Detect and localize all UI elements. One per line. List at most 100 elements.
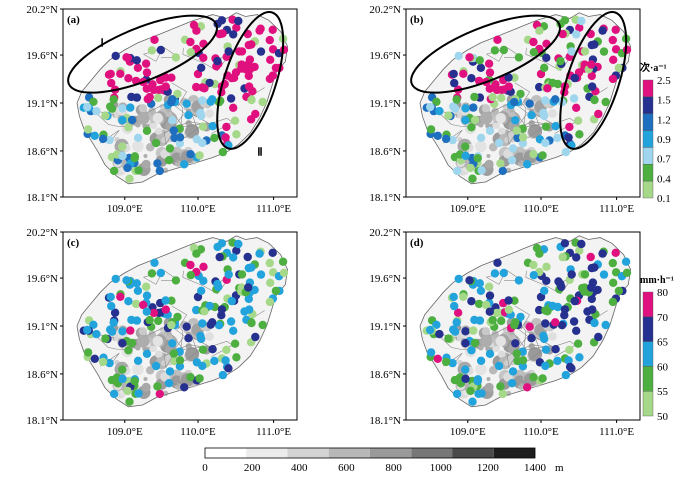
station-dot: [611, 25, 620, 34]
station-dot: [558, 252, 567, 262]
station-dot: [171, 276, 181, 285]
station-dot: [587, 71, 596, 81]
station-dot: [127, 315, 136, 325]
station-dot: [142, 349, 152, 358]
station-dot: [588, 305, 597, 314]
station-dot: [470, 338, 480, 348]
station-dot: [151, 361, 161, 371]
station-dot: [435, 329, 444, 339]
x-tick-label: 109.0°E: [450, 426, 486, 438]
station-dot: [118, 151, 127, 160]
station-dot: [535, 305, 544, 315]
station-dot: [118, 104, 127, 113]
y-tick-label: 20.2°N: [26, 227, 58, 239]
station-dot: [433, 131, 442, 140]
station-dot: [165, 144, 175, 153]
station-dot: [199, 262, 208, 271]
station-dot: [164, 379, 174, 388]
station-dot: [541, 122, 551, 131]
station-dot: [197, 334, 206, 344]
station-dot: [175, 362, 185, 371]
station-dot: [265, 74, 275, 84]
station-dot: [580, 47, 590, 56]
station-dot: [122, 53, 131, 62]
station-dot: [116, 292, 125, 301]
station-dot: [529, 150, 538, 159]
station-dot: [599, 270, 609, 279]
station-dot: [449, 292, 458, 302]
station-dot: [175, 133, 185, 142]
station-dot: [232, 246, 241, 255]
station-dot: [230, 339, 240, 348]
station-dot: [243, 252, 252, 262]
station-dot: [122, 276, 131, 285]
station-dot: [232, 353, 241, 362]
station-dot: [461, 116, 470, 125]
station-dot: [494, 361, 504, 371]
station-dot: [156, 45, 165, 55]
station-dot: [168, 116, 177, 125]
station-dot: [497, 316, 506, 326]
station-dot: [268, 45, 278, 54]
station-dot: [229, 30, 238, 39]
station-dot: [224, 47, 233, 56]
station-dot: [477, 389, 486, 398]
station-dot: [147, 269, 157, 278]
x-tick-label: 111.0°E: [256, 203, 291, 215]
region-I-label: Ⅰ: [100, 38, 103, 50]
y-tick-label: 18.1°N: [26, 192, 58, 204]
station-dot: [278, 257, 288, 266]
station-dot: [542, 262, 551, 271]
station-dot: [186, 37, 195, 47]
station-dot: [182, 99, 191, 108]
station-dot: [227, 73, 236, 83]
station-dot: [110, 308, 120, 317]
station-dot: [452, 166, 462, 176]
elevation-swatch: [411, 448, 453, 458]
y-tick-label: 19.1°N: [369, 321, 401, 333]
station-dot: [461, 104, 470, 113]
station-dot: [441, 134, 451, 144]
station-dot: [165, 367, 175, 376]
station-dot: [167, 320, 176, 330]
station-dot: [540, 63, 549, 72]
station-dot: [155, 389, 164, 399]
station-dot: [496, 159, 505, 168]
station-dot: [541, 361, 550, 371]
station-dot: [543, 84, 552, 93]
station-dot: [247, 263, 256, 272]
station-dot: [590, 40, 599, 49]
station-dot: [540, 334, 549, 344]
station-dot: [477, 166, 486, 175]
station-dot: [161, 73, 170, 82]
station-dot: [266, 55, 275, 64]
station-dot: [156, 268, 165, 278]
station-dot: [461, 142, 470, 151]
elevation-tick-label: 200: [244, 462, 261, 474]
station-dot: [198, 361, 207, 371]
station-dot: [210, 133, 219, 143]
station-dot: [182, 322, 191, 331]
station-dot: [83, 325, 92, 335]
legend-intensity-swatch: [642, 316, 654, 342]
station-dot: [454, 51, 463, 61]
station-dot: [141, 59, 151, 68]
station-dot: [476, 356, 486, 365]
legend-rate: 次·a⁻¹2.5 1.5 1.2 0.9 0.7 0.4 0.1: [640, 61, 671, 205]
station-dot: [244, 283, 253, 292]
station-dot: [234, 16, 243, 26]
y-tick-label: 18.6°N: [369, 369, 401, 381]
station-dot: [205, 301, 214, 311]
station-dot: [123, 386, 132, 396]
station-dot: [161, 82, 170, 91]
station-dot: [444, 111, 453, 120]
station-dot: [488, 92, 497, 102]
station-dot: [229, 326, 238, 335]
station-dot: [608, 258, 617, 268]
station-dot: [227, 296, 236, 306]
station-dot: [535, 249, 544, 258]
station-dot: [224, 364, 233, 373]
station-dot: [124, 74, 133, 83]
station-dot: [107, 104, 117, 113]
station-dot: [535, 26, 544, 35]
